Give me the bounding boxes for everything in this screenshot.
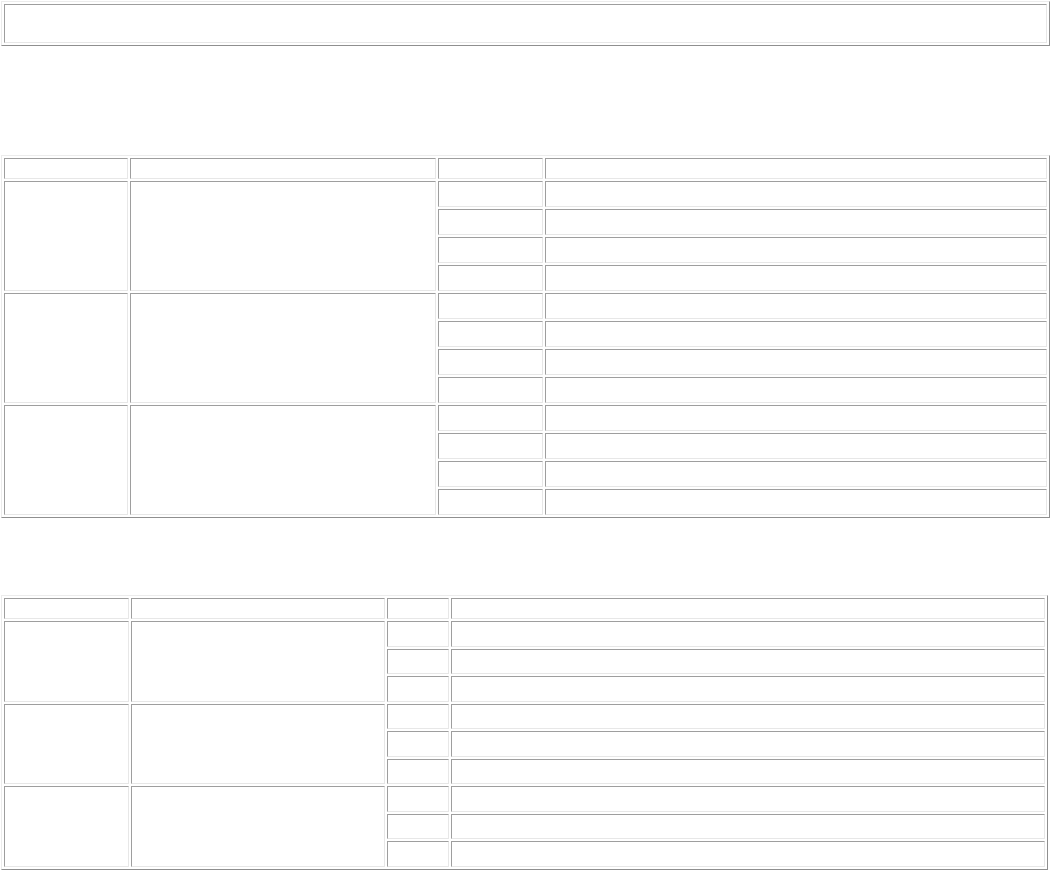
table-cell xyxy=(4,4,1047,43)
table-cell xyxy=(130,181,436,291)
table-row xyxy=(4,4,1047,43)
table-row xyxy=(4,758,1045,784)
table-cell xyxy=(545,405,1047,431)
table-row xyxy=(4,321,1047,347)
table-cell xyxy=(438,433,543,459)
table-cell xyxy=(451,813,1045,839)
table-row xyxy=(4,731,1045,757)
banner-table xyxy=(1,1,1050,46)
table-cell xyxy=(545,489,1047,515)
table-cell xyxy=(545,433,1047,459)
table-cell xyxy=(4,181,128,291)
table-cell xyxy=(438,321,543,347)
table-cell xyxy=(387,786,449,812)
header-cell xyxy=(130,158,436,179)
table-cell xyxy=(545,349,1047,375)
table-row xyxy=(4,237,1047,263)
table-cell xyxy=(4,703,129,784)
table-cell xyxy=(438,349,543,375)
table-row xyxy=(4,377,1047,403)
table-cell xyxy=(387,758,449,784)
table-cell xyxy=(438,377,543,403)
header-cell xyxy=(387,598,449,619)
table-row xyxy=(4,461,1047,487)
table-row xyxy=(4,703,1045,784)
table-row xyxy=(4,293,1047,403)
table-cell xyxy=(438,209,543,235)
header-cell xyxy=(451,598,1045,619)
table-row xyxy=(4,676,1045,702)
header-cell xyxy=(438,158,543,179)
table-cell xyxy=(4,405,128,515)
table-cell xyxy=(438,405,543,431)
table-row xyxy=(4,489,1047,515)
table-cell xyxy=(545,293,1047,319)
table-cell xyxy=(438,237,543,263)
table-cell xyxy=(387,813,449,839)
table-cell xyxy=(438,181,543,207)
upper-data-table xyxy=(1,155,1050,518)
table-row xyxy=(4,648,1045,674)
table-row xyxy=(4,786,1045,867)
table-row xyxy=(4,209,1047,235)
table-cell xyxy=(438,293,543,319)
table-cell xyxy=(387,621,449,647)
table-cell xyxy=(451,703,1045,729)
table-cell xyxy=(451,648,1045,674)
table-cell xyxy=(387,676,449,702)
table-cell xyxy=(451,758,1045,784)
table-cell xyxy=(130,293,436,403)
table-cell xyxy=(387,703,449,729)
table-cell xyxy=(387,731,449,757)
table-row xyxy=(4,433,1047,459)
table-row xyxy=(4,621,1045,702)
table-row xyxy=(4,181,1047,291)
table-cell xyxy=(130,405,436,515)
table-row xyxy=(4,265,1047,291)
table-cell xyxy=(438,489,543,515)
table-cell xyxy=(131,703,385,784)
table-cell xyxy=(545,181,1047,207)
table-row xyxy=(4,349,1047,375)
table-cell xyxy=(545,265,1047,291)
header-cell xyxy=(545,158,1047,179)
table-cell xyxy=(545,377,1047,403)
table-cell xyxy=(387,648,449,674)
table-cell xyxy=(545,209,1047,235)
table-cell xyxy=(451,731,1045,757)
table-cell xyxy=(545,237,1047,263)
header-cell xyxy=(4,598,129,619)
table-cell xyxy=(545,461,1047,487)
table-cell xyxy=(438,461,543,487)
table-cell xyxy=(438,265,543,291)
table-cell xyxy=(545,321,1047,347)
header-cell xyxy=(4,158,128,179)
table-cell xyxy=(451,841,1045,867)
table-row xyxy=(4,841,1045,867)
table-cell xyxy=(131,786,385,867)
header-cell xyxy=(131,598,385,619)
table-row xyxy=(4,813,1045,839)
table-cell xyxy=(451,676,1045,702)
table-cell xyxy=(451,621,1045,647)
table-row xyxy=(4,405,1047,515)
table-cell xyxy=(387,841,449,867)
table-row xyxy=(4,158,1047,179)
table-cell xyxy=(4,621,129,702)
table-cell xyxy=(451,786,1045,812)
table-cell xyxy=(4,293,128,403)
table-cell xyxy=(4,786,129,867)
table-cell xyxy=(131,621,385,702)
lower-data-table xyxy=(1,595,1048,870)
table-row xyxy=(4,598,1045,619)
